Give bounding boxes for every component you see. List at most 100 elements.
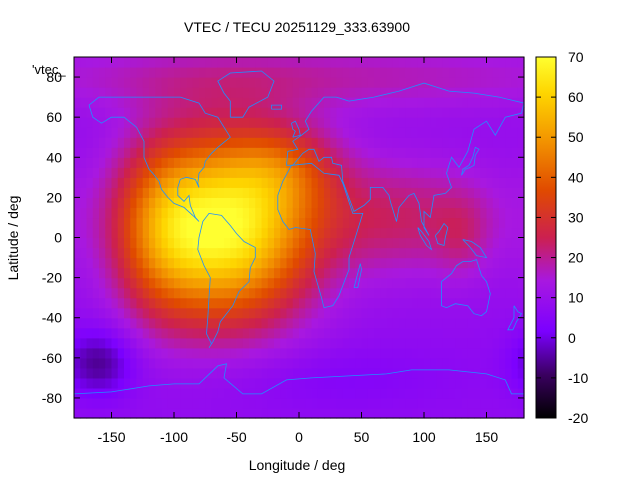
heatmap-cell: [124, 317, 131, 329]
heatmap-cell: [405, 307, 413, 319]
heatmap-cell: [117, 347, 125, 359]
heatmap-cell: [124, 277, 131, 289]
heatmap-cell: [86, 107, 94, 118]
heatmap-cell: [155, 327, 163, 339]
heatmap-cell: [424, 57, 431, 68]
heatmap-cell: [261, 187, 269, 198]
heatmap-cell: [355, 127, 363, 138]
heatmap-cell: [299, 257, 306, 269]
heatmap-cell: [161, 177, 169, 188]
heatmap-cell: [355, 407, 363, 419]
heatmap-cell: [274, 287, 281, 299]
y-axis-label: Latitude / deg: [5, 196, 21, 281]
heatmap-cell: [405, 387, 413, 399]
heatmap-cell: [511, 317, 519, 329]
heatmap-cell: [361, 137, 369, 148]
heatmap-cell: [99, 147, 106, 158]
heatmap-cell: [505, 167, 513, 178]
heatmap-cell: [386, 297, 394, 309]
heatmap-cell: [399, 77, 406, 88]
heatmap-cell: [517, 77, 525, 88]
heatmap-cell: [361, 187, 369, 198]
heatmap-cell: [161, 157, 169, 168]
y-tick-label: 80: [46, 69, 62, 85]
heatmap-cell: [486, 307, 494, 319]
heatmap-cell: [349, 257, 356, 269]
heatmap-cell: [74, 157, 81, 168]
heatmap-cell: [74, 297, 81, 309]
heatmap-cell: [517, 217, 525, 229]
heatmap-cell: [455, 237, 463, 249]
heatmap-cell: [386, 357, 394, 369]
heatmap-cell: [261, 257, 269, 269]
heatmap-cell: [480, 157, 488, 168]
heatmap-cell: [324, 277, 331, 289]
heatmap-cell: [124, 177, 131, 188]
heatmap-cell: [492, 197, 500, 209]
heatmap-cell: [405, 237, 413, 249]
heatmap-cell: [217, 387, 225, 399]
heatmap-cell: [217, 77, 225, 88]
heatmap-cell: [142, 407, 150, 419]
heatmap-cell: [436, 287, 444, 299]
heatmap-cell: [317, 247, 325, 259]
heatmap-cell: [224, 367, 231, 379]
heatmap-cell: [161, 377, 169, 389]
heatmap-cell: [511, 137, 519, 148]
heatmap-cell: [249, 57, 256, 68]
heatmap-cell: [105, 207, 113, 219]
coast-north-america: [88, 96, 231, 222]
heatmap-cell: [492, 357, 500, 369]
heatmap-cell: [355, 157, 363, 168]
heatmap-cell: [242, 57, 250, 68]
heatmap-cell: [305, 177, 313, 188]
heatmap-cell: [324, 287, 331, 299]
heatmap-cell: [205, 317, 213, 329]
heatmap-cell: [492, 157, 500, 168]
heatmap-cell: [392, 287, 400, 299]
heatmap-cell: [405, 377, 413, 389]
heatmap-cell: [192, 267, 200, 279]
heatmap-cell: [436, 267, 444, 279]
heatmap-cell: [74, 217, 81, 229]
heatmap-cell: [161, 77, 169, 88]
heatmap-cell: [380, 297, 388, 309]
heatmap-cell: [449, 257, 456, 269]
heatmap-cell: [111, 397, 119, 409]
heatmap-cell: [74, 397, 81, 409]
heatmap-cell: [74, 407, 81, 419]
heatmap-cell: [517, 377, 525, 389]
heatmap-cell: [255, 327, 263, 339]
heatmap-cell: [480, 237, 488, 249]
heatmap-cell: [511, 407, 519, 419]
heatmap-cell: [461, 107, 469, 118]
heatmap-cell: [280, 67, 288, 78]
heatmap-cell: [299, 117, 306, 128]
heatmap-cell: [367, 97, 375, 108]
heatmap-cell: [461, 67, 469, 78]
heatmap-cell: [249, 87, 256, 98]
heatmap-cell: [124, 237, 131, 249]
heatmap-cell: [386, 257, 394, 269]
heatmap-cell: [136, 407, 144, 419]
heatmap-cell: [155, 397, 163, 409]
heatmap-cell: [336, 377, 344, 389]
heatmap-cell: [105, 257, 113, 269]
heatmap-cell: [324, 107, 331, 118]
heatmap-cell: [136, 387, 144, 399]
heatmap-cell: [361, 147, 369, 158]
heatmap-cell: [99, 167, 106, 178]
heatmap-cell: [161, 267, 169, 279]
heatmap-cell: [255, 117, 263, 128]
heatmap-cell: [161, 317, 169, 329]
heatmap-cell: [292, 317, 300, 329]
heatmap-cell: [130, 397, 138, 409]
heatmap-cell: [242, 207, 250, 219]
heatmap-cell: [342, 97, 350, 108]
heatmap-cell: [499, 397, 506, 409]
heatmap-cell: [455, 257, 463, 269]
heatmap-cell: [124, 87, 131, 98]
heatmap-cell: [324, 97, 331, 108]
heatmap-cell: [374, 317, 381, 329]
heatmap-cell: [361, 307, 369, 319]
